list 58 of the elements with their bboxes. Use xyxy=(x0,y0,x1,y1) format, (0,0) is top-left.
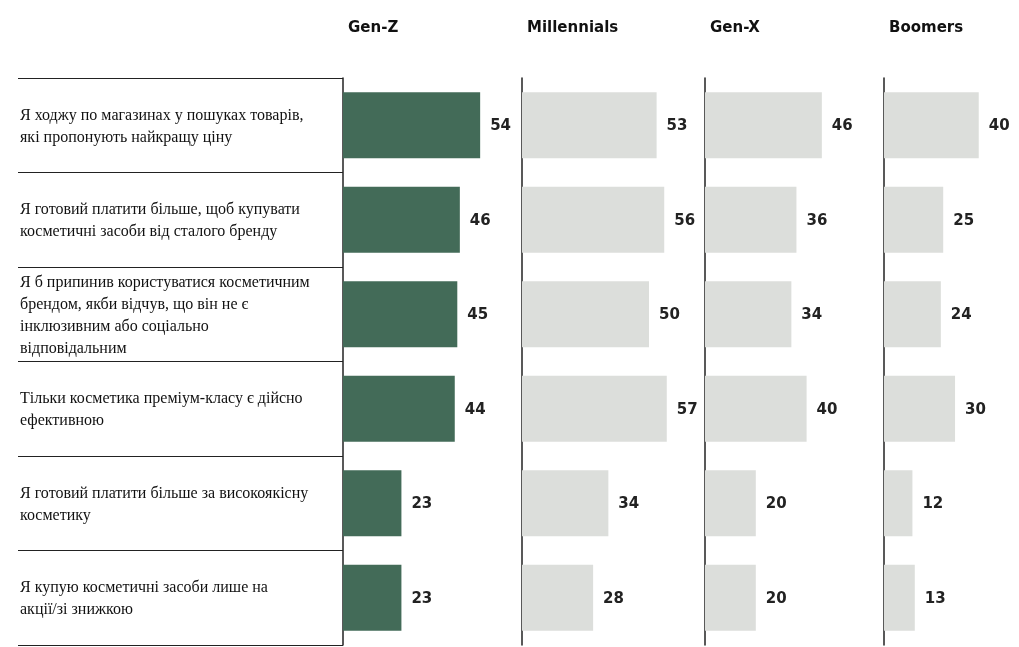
chart-title: Millennials xyxy=(527,17,619,36)
y-tick-label: Я купую косметичні засоби лише на акції/зі знижкою xyxy=(20,578,268,619)
bar xyxy=(705,186,797,253)
y-tick-label: Я ходжу по магазинах у пошуках товарів, які пропонують найкращу ціну xyxy=(20,105,304,146)
bar xyxy=(343,470,402,537)
data-label: 12 xyxy=(922,494,944,513)
bar xyxy=(343,92,481,159)
bar xyxy=(884,186,944,253)
bar xyxy=(884,92,979,159)
data-label: 36 xyxy=(806,210,828,229)
bar xyxy=(705,92,822,159)
bar xyxy=(343,375,455,442)
bar xyxy=(705,281,792,348)
bar xyxy=(343,186,460,253)
data-label: 20 xyxy=(765,588,787,607)
data-label: 30 xyxy=(965,399,986,418)
data-label: 40 xyxy=(988,116,1010,135)
bar xyxy=(884,375,956,442)
y-tick-label: Тільки косметика преміум-класу є дійсно ефективною xyxy=(20,389,303,430)
chart-title: Boomers xyxy=(889,17,964,36)
bar xyxy=(522,375,667,442)
bar xyxy=(705,375,807,442)
bar xyxy=(522,92,657,159)
data-label: 34 xyxy=(618,494,640,513)
data-label: 56 xyxy=(674,210,696,229)
data-label: 20 xyxy=(765,494,787,513)
y-tick-label: Я б припинив користуватися косметичним брендом, якби відчув, що він не є інклюзивним або соціально відповідальним xyxy=(20,272,310,357)
y-tick-label: Я готовий платити більше за високоякісну косметику xyxy=(20,483,309,524)
bar xyxy=(522,186,665,253)
y-tick-label: Я готовий платити більше, щоб купувати косметичні засоби від сталого бренду xyxy=(20,200,301,241)
data-label: 46 xyxy=(469,210,491,229)
data-label: 28 xyxy=(603,588,624,607)
data-label: 13 xyxy=(924,588,946,607)
bar xyxy=(343,281,458,348)
bar xyxy=(343,564,402,631)
data-label: 34 xyxy=(801,305,823,324)
data-label: 40 xyxy=(816,399,838,418)
chart-title: Gen-Z xyxy=(348,17,399,36)
bar xyxy=(522,564,594,631)
data-label: 23 xyxy=(411,494,433,513)
bar xyxy=(705,564,756,631)
data-label: 23 xyxy=(411,588,433,607)
data-label: 45 xyxy=(467,305,489,324)
data-label: 53 xyxy=(666,116,688,135)
bar xyxy=(522,281,649,348)
bar xyxy=(522,470,609,537)
data-label: 25 xyxy=(953,210,975,229)
data-label: 44 xyxy=(464,399,486,418)
bar xyxy=(705,470,756,537)
data-label: 54 xyxy=(490,116,512,135)
data-label: 57 xyxy=(676,399,698,418)
data-label: 46 xyxy=(831,116,853,135)
bar xyxy=(884,564,915,631)
data-label: 50 xyxy=(659,305,680,324)
bar xyxy=(884,281,941,348)
chart-title: Gen-X xyxy=(710,17,761,36)
bar xyxy=(884,470,913,537)
data-label: 24 xyxy=(950,305,972,324)
